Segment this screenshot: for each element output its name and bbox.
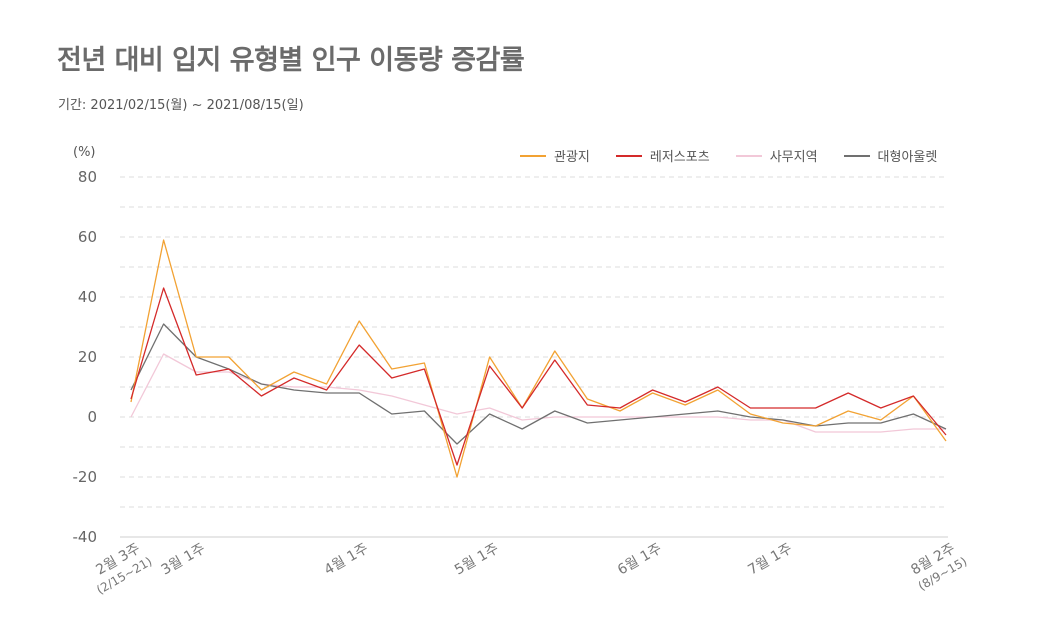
y-tick-label: 80: [78, 168, 97, 186]
legend-item-leisure: 레저스포츠: [615, 146, 710, 165]
y-axis-unit: (%): [73, 145, 96, 160]
y-tick-label: 40: [78, 288, 97, 306]
legend: 관광지 레저스포츠 사무지역 대형아울렛: [520, 146, 937, 165]
y-tick-label: 0: [87, 408, 97, 426]
legend-item-office: 사무지역: [735, 146, 818, 165]
y-tick-label: 60: [78, 228, 97, 246]
legend-swatch-leisure: [615, 154, 642, 157]
y-tick-label: -20: [73, 468, 98, 486]
x-tick-label-text: 4월 1주: [322, 541, 372, 579]
x-tick-label: 8월 2주(8/9~15): [908, 541, 969, 594]
series-lines: [130, 239, 947, 478]
x-tick-label: 5월 1주: [452, 541, 502, 579]
x-axis-ticks: 2월 3주(2/15~21) 3월 1주 4월 1주 5월 1주 6월 1주 7월 1주 8…: [93, 541, 969, 598]
series-line-tourist: [130, 239, 947, 478]
x-tick-label: 6월 1주: [615, 541, 665, 579]
x-tick-label-text: 7월 1주: [745, 541, 795, 579]
grid-lines: [120, 176, 948, 538]
x-tick-label-text: 6월 1주: [615, 541, 665, 579]
x-tick-label: 4월 1주: [322, 541, 372, 579]
series-line-leisure: [130, 287, 947, 466]
chart-title: 전년 대비 입지 유형별 인구 이동량 증감률: [57, 45, 525, 76]
legend-swatch-outlet: [843, 154, 870, 157]
x-tick-label: 7월 1주: [745, 541, 795, 579]
legend-item-tourist: 관광지: [520, 146, 590, 165]
y-tick-label: -40: [73, 528, 98, 546]
legend-label-leisure: 레저스포츠: [649, 150, 710, 165]
legend-label-tourist: 관광지: [554, 150, 590, 165]
legend-swatch-tourist: [520, 154, 546, 157]
legend-swatch-office: [735, 154, 762, 157]
y-axis-ticks: 80 60 40 20 0 -20 -40: [73, 168, 98, 546]
legend-label-office: 사무지역: [769, 150, 818, 165]
chart-subtitle: 기간: 2021/02/15(월) ~ 2021/08/15(일): [58, 98, 304, 113]
legend-item-outlet: 대형아울렛: [843, 146, 938, 165]
legend-label-outlet: 대형아울렛: [877, 150, 938, 165]
x-tick-label: 2월 3주(2/15~21): [93, 541, 154, 598]
y-tick-label: 20: [78, 348, 97, 366]
x-tick-label: 3월 1주: [159, 541, 209, 579]
x-tick-label-text: 3월 1주: [159, 541, 209, 579]
x-tick-label-text: 5월 1주: [452, 541, 502, 579]
